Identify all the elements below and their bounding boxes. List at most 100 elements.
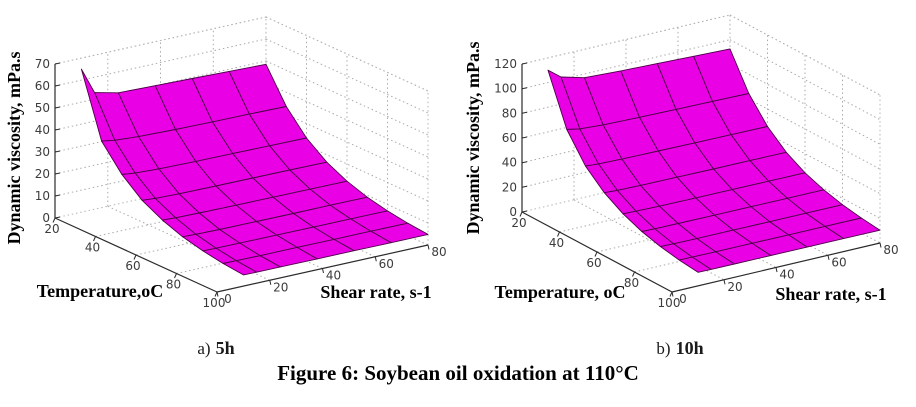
z-tick: [54, 216, 61, 219]
temperature-tick: [519, 211, 523, 217]
z-tick-label: 70: [35, 57, 50, 71]
shear-rate-tick-label: 0: [679, 292, 687, 306]
temperature-tick: [133, 254, 137, 260]
z-tick: [521, 185, 528, 188]
z-tick: [54, 84, 61, 87]
z-axis-title: Dynamic viscosity, mPa.s: [4, 52, 24, 245]
temperature-axis-title: Temperature,oC: [37, 281, 163, 301]
temperature-tick-label: 60: [586, 256, 601, 270]
panel-a-label: a) 5h: [116, 338, 316, 359]
temperature-tick-label: 40: [549, 236, 564, 250]
surface-plots-canvas: 01020304050607020406080100020406080Dynam…: [4, 14, 899, 310]
z-tick: [521, 210, 528, 213]
temperature-tick: [557, 231, 560, 237]
z-tick-label: 10: [35, 189, 50, 203]
temperature-tick: [93, 236, 96, 242]
z-tick-label: 40: [502, 156, 517, 170]
shear-rate-tick-label: 80: [431, 245, 446, 259]
box-edge: [54, 16, 267, 65]
shear-rate-tick: [216, 291, 219, 297]
z-tick: [54, 128, 61, 131]
panel-a-label-prefix: a): [197, 339, 211, 358]
temperature-tick-label: 20: [44, 222, 59, 236]
shear-rate-tick: [374, 256, 377, 262]
shear-rate-tick: [427, 244, 430, 250]
shear-rate-axis-title: Shear rate, s-1: [775, 284, 886, 304]
z-tick: [54, 62, 61, 65]
shear-rate-tick-label: 20: [727, 280, 742, 294]
shear-rate-tick: [775, 267, 778, 273]
surface-quad: [678, 256, 712, 273]
z-tick: [521, 87, 528, 90]
box-edge: [265, 16, 429, 92]
temperature-tick-label: 40: [85, 241, 100, 255]
panel-b-label: b) 10h: [580, 338, 780, 359]
backwall-gridline: [521, 63, 731, 114]
z-tick-label: 60: [35, 79, 50, 93]
z-tick: [54, 194, 61, 197]
shear-rate-tick: [827, 255, 830, 260]
figure-caption: Figure 6: Soybean oil oxidation at 110°C: [277, 361, 639, 385]
shear-rate-tick-label: 20: [273, 280, 288, 294]
backwall-gridline: [521, 88, 731, 139]
shear-rate-tick-label: 60: [379, 257, 394, 271]
temperature-tick-label: 20: [511, 216, 526, 230]
z-tick-label: 20: [502, 180, 517, 194]
z-tick-label: 30: [35, 145, 50, 159]
panel-a-label-text: 5h: [215, 338, 235, 358]
z-tick-label: 100: [494, 82, 517, 96]
panel-b-label-text: 10h: [675, 338, 704, 358]
z-tick-label: 0: [509, 205, 517, 219]
panel-b-label-prefix: b): [656, 339, 671, 358]
z-tick-label: 50: [35, 101, 50, 115]
floor-gridline: [559, 182, 768, 233]
surface-plot-b: 02040608010012020406080100020406080Dynam…: [463, 14, 899, 310]
temperature-axis-title: Temperature, oC: [495, 282, 626, 302]
z-tick: [54, 150, 61, 153]
shear-rate-tick: [723, 279, 726, 285]
shear-rate-tick-label: 0: [224, 292, 232, 306]
z-tick-label: 0: [42, 211, 50, 225]
shear-rate-tick: [322, 268, 324, 274]
z-tick: [54, 172, 61, 175]
shear-rate-tick: [671, 291, 674, 297]
z-tick-label: 120: [494, 57, 517, 71]
box-edge: [729, 14, 881, 96]
backwall-gridline: [54, 38, 267, 87]
shear-rate-tick-label: 80: [883, 243, 898, 257]
temperature-tick: [174, 273, 177, 279]
shear-rate-tick-label: 60: [831, 255, 846, 269]
floor-gridline: [596, 202, 806, 253]
rightwall-gridline: [729, 14, 881, 96]
box-edge: [521, 14, 731, 65]
viscosity-surface-a: [80, 63, 429, 276]
surface-quad: [222, 260, 258, 276]
temperature-tick: [632, 271, 635, 277]
z-tick-label: 80: [502, 106, 517, 120]
shear-rate-tick-label: 40: [779, 268, 794, 282]
temperature-tick-label: 80: [624, 276, 639, 290]
surface-plot-a: 01020304050607020406080100020406080Dynam…: [4, 16, 447, 310]
temperature-tick-label: 60: [125, 259, 140, 273]
shear-rate-tick-label: 40: [326, 269, 341, 283]
z-tick-label: 40: [35, 123, 50, 137]
temperature-tick-label: 80: [166, 278, 181, 292]
z-tick: [521, 136, 528, 139]
z-axis-title: Dynamic viscosity, mPa.s: [463, 42, 483, 235]
temperature-tick: [594, 251, 598, 257]
z-tick: [521, 161, 528, 164]
z-tick: [521, 111, 528, 114]
z-tick-label: 60: [502, 131, 517, 145]
z-tick: [521, 62, 528, 65]
shear-rate-axis-title: Shear rate, s-1: [320, 282, 431, 302]
rightwall-gridline: [265, 38, 429, 114]
floor-gridline: [634, 222, 843, 273]
box-edge: [521, 162, 731, 213]
backwall-gridline: [521, 137, 731, 188]
z-tick: [54, 106, 61, 109]
temperature-tick-label: 100: [658, 296, 681, 310]
shear-rate-tick: [269, 280, 272, 285]
shear-rate-tick: [879, 242, 882, 248]
